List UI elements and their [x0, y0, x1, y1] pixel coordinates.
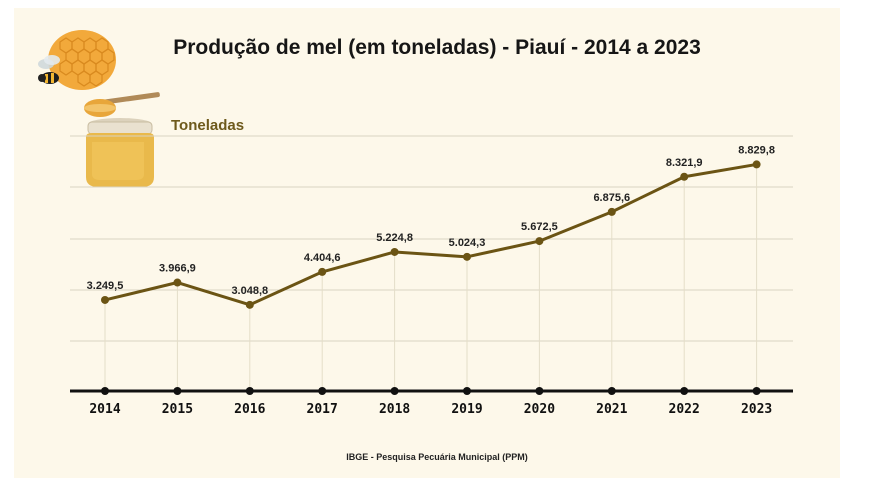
data-point-2015 — [173, 278, 182, 287]
x-axis-marker-2020 — [535, 387, 544, 395]
data-label-2023: 8.829,8 — [738, 144, 775, 156]
data-point-2022 — [680, 172, 689, 181]
x-tick-label-2015: 2015 — [162, 402, 193, 417]
data-point-2023 — [752, 160, 761, 169]
x-tick-label-2019: 2019 — [451, 402, 482, 417]
data-label-2019: 5.024,3 — [449, 237, 486, 249]
data-point-2014 — [101, 295, 109, 304]
data-point-2016 — [245, 300, 254, 309]
chart-title: Produção de mel (em toneladas) - Piauí -… — [173, 36, 701, 59]
x-axis-marker-2019 — [463, 387, 471, 395]
x-axis-marker-2022 — [680, 387, 689, 395]
data-label-2020: 5.672,5 — [521, 221, 558, 233]
x-tick-label-2021: 2021 — [596, 402, 627, 417]
x-axis-marker-2015 — [173, 387, 182, 395]
honeycomb-icon — [48, 30, 116, 90]
honey-jar-illustration — [38, 30, 160, 187]
data-point-2021 — [607, 207, 616, 216]
data-point-2019 — [463, 252, 471, 261]
x-tick-label-2016: 2016 — [234, 402, 265, 417]
x-axis-marker-2016 — [245, 387, 254, 395]
bee-icon — [38, 55, 60, 84]
x-tick-label-2014: 2014 — [89, 402, 120, 417]
x-axis-marker-2021 — [607, 387, 616, 395]
series-line — [104, 162, 757, 307]
x-axis-marker-2018 — [390, 387, 399, 395]
x-tick-label-2020: 2020 — [524, 402, 555, 417]
source-note: IBGE - Pesquisa Pecuária Municipal (PPM) — [346, 452, 528, 462]
data-label-2014: 3.249,5 — [87, 280, 124, 292]
x-tick-label-2018: 2018 — [379, 402, 410, 417]
data-label-2022: 8.321,9 — [666, 157, 703, 169]
data-label-2021: 6.875,6 — [593, 192, 630, 204]
data-point-2017 — [318, 267, 327, 276]
x-tick-label-2022: 2022 — [669, 402, 700, 417]
chart-card — [14, 8, 840, 478]
x-axis-marker-2023 — [752, 387, 761, 395]
data-label-2015: 3.966,9 — [159, 263, 196, 275]
data-label-2016: 3.048,8 — [231, 285, 268, 297]
data-point-2020 — [535, 237, 544, 246]
data-label-2018: 5.224,8 — [376, 232, 413, 244]
honey-dipper-icon — [84, 92, 160, 117]
data-point-2018 — [390, 247, 399, 256]
x-axis-marker-2014 — [101, 387, 109, 395]
x-axis-marker-2017 — [318, 387, 327, 395]
y-axis-unit-label: Toneladas — [171, 117, 245, 134]
x-tick-label-2017: 2017 — [307, 402, 338, 417]
honey-jar-icon — [86, 118, 154, 187]
x-tick-label-2023: 2023 — [741, 402, 772, 417]
data-label-2017: 4.404,6 — [304, 252, 341, 264]
